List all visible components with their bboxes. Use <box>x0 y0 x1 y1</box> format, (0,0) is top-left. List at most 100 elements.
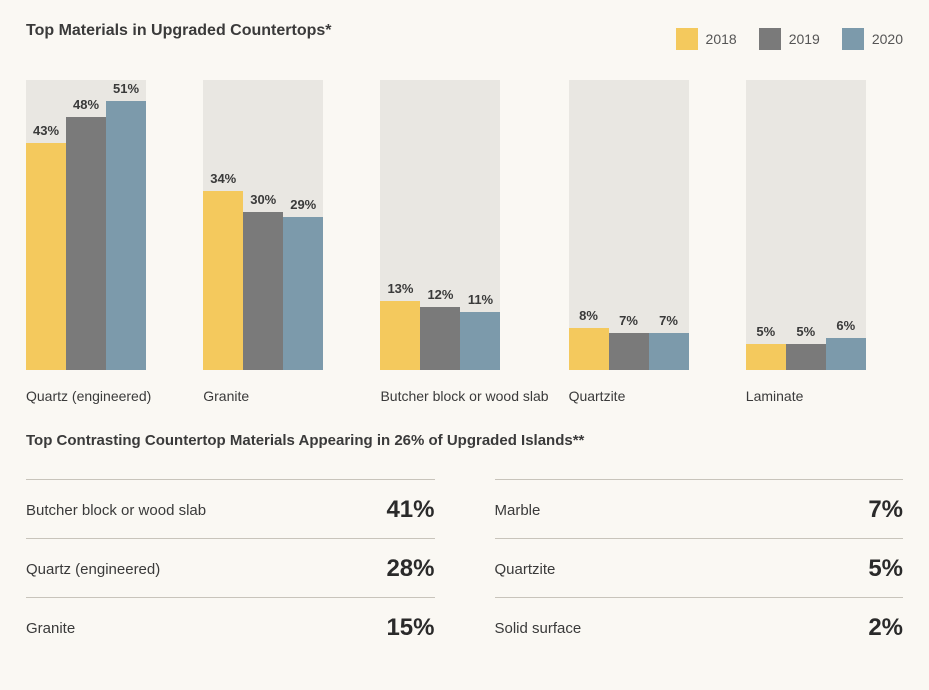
legend-swatch <box>842 28 864 50</box>
legend-item: 2019 <box>759 28 820 50</box>
bar: 8% <box>569 80 609 370</box>
bar-value-label: 51% <box>106 81 146 96</box>
bar: 7% <box>649 80 689 370</box>
bar-value-label: 29% <box>283 197 323 212</box>
bar-fill: 30% <box>243 212 283 370</box>
contrast-label: Marble <box>495 502 541 519</box>
contrast-table: Butcher block or wood slab 41% Quartz (eng… <box>26 479 903 656</box>
contrast-title: Top Contrasting Countertop Materials App… <box>26 432 903 449</box>
bar-bg: 29% <box>283 80 323 370</box>
contrast-value: 2% <box>868 614 903 642</box>
contrast-row: Granite 15% <box>26 597 435 656</box>
bar: 48% <box>66 80 106 370</box>
contrast-value: 7% <box>868 496 903 524</box>
legend-item: 2018 <box>676 28 737 50</box>
bar-value-label: 7% <box>609 313 649 328</box>
bars: 43%48%51% <box>26 80 183 370</box>
bar-bg: 5% <box>746 80 786 370</box>
bar-bg: 34% <box>203 80 243 370</box>
bar-value-label: 30% <box>243 192 283 207</box>
bar-fill: 48% <box>66 117 106 370</box>
bar: 51% <box>106 80 146 370</box>
contrast-row: Marble 7% <box>495 479 904 538</box>
bar-value-label: 8% <box>569 308 609 323</box>
bar-bg: 11% <box>460 80 500 370</box>
bar-value-label: 7% <box>649 313 689 328</box>
bar-group: 43%48%51%Quartz (engineered) <box>26 80 183 404</box>
bar-value-label: 48% <box>66 97 106 112</box>
bar: 34% <box>203 80 243 370</box>
bar-group: 34%30%29%Granite <box>203 80 360 404</box>
chart-header: Top Materials in Upgraded Countertops* 2… <box>26 22 903 50</box>
contrast-label: Butcher block or wood slab <box>26 502 206 519</box>
category-label: Laminate <box>746 388 804 404</box>
bar-value-label: 5% <box>746 324 786 339</box>
bar-bg: 51% <box>106 80 146 370</box>
legend-swatch <box>759 28 781 50</box>
bar: 30% <box>243 80 283 370</box>
contrast-row: Quartz (engineered)28% <box>26 538 435 597</box>
bars: 5%5%6% <box>746 80 903 370</box>
bar-group: 8%7%7%Quartzite <box>569 80 726 404</box>
bar: 6% <box>826 80 866 370</box>
category-label: Quartzite <box>569 388 626 404</box>
bar-bg: 7% <box>609 80 649 370</box>
contrast-row: Quartzite 5% <box>495 538 904 597</box>
legend: 2018 2019 2020 <box>676 28 903 50</box>
bar-fill: 51% <box>106 101 146 370</box>
bar-fill: 34% <box>203 191 243 370</box>
bar-fill: 11% <box>460 312 500 370</box>
bar: 5% <box>746 80 786 370</box>
contrast-label: Solid surface <box>495 620 582 637</box>
bar: 5% <box>786 80 826 370</box>
category-label: Granite <box>203 388 249 404</box>
contrast-value: 41% <box>386 496 434 524</box>
bar-bg: 30% <box>243 80 283 370</box>
contrast-label: Granite <box>26 620 75 637</box>
bar-bg: 12% <box>420 80 460 370</box>
bar-value-label: 11% <box>460 292 500 307</box>
bar: 12% <box>420 80 460 370</box>
contrast-value: 28% <box>386 555 434 583</box>
bar-value-label: 13% <box>380 281 420 296</box>
bars: 13%12%11% <box>380 80 548 370</box>
bar-fill: 43% <box>26 143 66 370</box>
bar-fill: 8% <box>569 328 609 370</box>
bar-value-label: 34% <box>203 171 243 186</box>
bar-chart: 43%48%51%Quartz (engineered)34%30%29%Gra… <box>26 80 903 404</box>
bar-group: 13%12%11% Butcher block or wood slab <box>380 80 548 404</box>
bar: 11% <box>460 80 500 370</box>
bar-bg: 48% <box>66 80 106 370</box>
bar: 29% <box>283 80 323 370</box>
contrast-column: Marble 7% Quartzite 5% Solid surface 2% <box>495 479 904 656</box>
bar-bg: 6% <box>826 80 866 370</box>
contrast-value: 5% <box>868 555 903 583</box>
contrast-value: 15% <box>386 614 434 642</box>
legend-label: 2019 <box>789 31 820 47</box>
category-label: Butcher block or wood slab <box>380 388 548 404</box>
contrast-row: Butcher block or wood slab 41% <box>26 479 435 538</box>
bar-bg: 8% <box>569 80 609 370</box>
bars: 34%30%29% <box>203 80 360 370</box>
bar-value-label: 43% <box>26 123 66 138</box>
bar-group: 5%5%6%Laminate <box>746 80 903 404</box>
legend-label: 2018 <box>706 31 737 47</box>
category-label: Quartz (engineered) <box>26 388 151 404</box>
bar: 7% <box>609 80 649 370</box>
bar-fill: 29% <box>283 217 323 370</box>
bars: 8%7%7% <box>569 80 726 370</box>
legend-label: 2020 <box>872 31 903 47</box>
bar-value-label: 12% <box>420 287 460 302</box>
bar-bg: 43% <box>26 80 66 370</box>
bar-fill: 13% <box>380 301 420 370</box>
bar-fill: 5% <box>786 344 826 370</box>
legend-swatch <box>676 28 698 50</box>
contrast-column: Butcher block or wood slab 41% Quartz (eng… <box>26 479 435 656</box>
bar-fill: 12% <box>420 307 460 370</box>
legend-item: 2020 <box>842 28 903 50</box>
contrast-label: Quartzite <box>495 561 556 578</box>
bar-value-label: 6% <box>826 318 866 333</box>
bar-fill: 7% <box>609 333 649 370</box>
bar-value-label: 5% <box>786 324 826 339</box>
chart-title: Top Materials in Upgraded Countertops* <box>26 22 332 40</box>
